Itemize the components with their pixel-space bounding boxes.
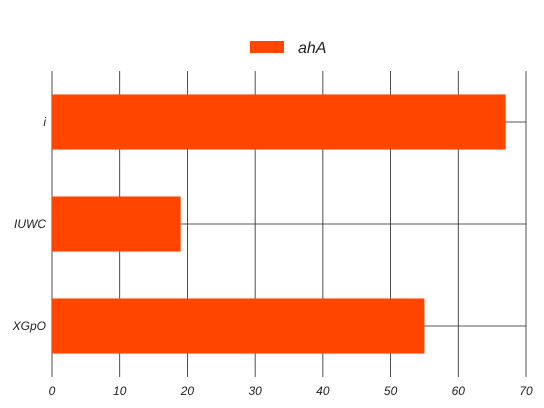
x-tick-label-0: 0 bbox=[49, 384, 56, 398]
bars bbox=[52, 94, 506, 354]
x-tick-label-30: 30 bbox=[248, 384, 262, 398]
legend: ahA bbox=[250, 40, 326, 57]
bar-IUWC bbox=[52, 196, 181, 252]
y-tick-label-IUWC: IUWC bbox=[14, 217, 46, 231]
y-axis-ticks: XGpO IUWC i bbox=[12, 115, 47, 333]
x-tick-label-70: 70 bbox=[519, 384, 533, 398]
y-tick-label-i: i bbox=[43, 115, 46, 129]
bar-i bbox=[52, 94, 506, 150]
legend-swatch bbox=[250, 41, 284, 53]
x-tick-label-60: 60 bbox=[452, 384, 466, 398]
x-axis-ticks: 0 10 20 30 40 50 60 70 bbox=[49, 384, 533, 398]
x-tick-label-20: 20 bbox=[180, 384, 195, 398]
bar-XGpO bbox=[52, 298, 425, 354]
x-tick-label-10: 10 bbox=[113, 384, 127, 398]
legend-label: ahA bbox=[298, 40, 326, 57]
x-tick-label-50: 50 bbox=[384, 384, 398, 398]
y-tick-label-XGpO: XGpO bbox=[12, 319, 46, 333]
x-tick-label-40: 40 bbox=[316, 384, 330, 398]
